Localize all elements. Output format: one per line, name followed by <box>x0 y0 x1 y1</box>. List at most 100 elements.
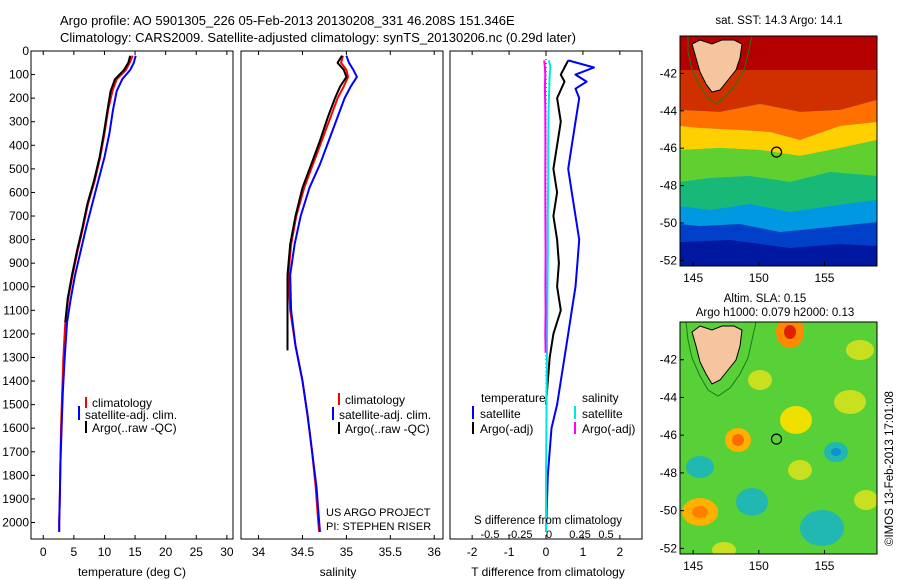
sla-eddy <box>854 490 877 510</box>
y-tick-label: 1000 <box>2 280 29 294</box>
series-line-2 <box>58 55 137 532</box>
tasmania-land <box>691 39 743 93</box>
figure-title-line2: Climatology: CARS2009. Satellite-adjuste… <box>60 30 576 45</box>
y-tick-label: 100 <box>9 68 29 82</box>
temperature-panel: 0100200300400500600700800900100011001200… <box>2 44 234 579</box>
figure-title-line1: Argo profile: AO 5901305_226 05-Feb-2013… <box>60 13 515 28</box>
y-tick-label: 1200 <box>2 327 29 341</box>
y-tick-label: 2000 <box>2 515 29 529</box>
sla-eddy <box>784 325 796 339</box>
x-tick-label: 10 <box>98 545 112 559</box>
series-line-3 <box>545 60 552 532</box>
x-tick-label: 1 <box>580 545 587 559</box>
map-y-tick-label: -48 <box>660 179 678 193</box>
s-difference-axis-label: S difference from climatology <box>474 515 622 527</box>
legend-label-argo: Argo(..raw -QC) <box>345 422 430 436</box>
legend-title-temperature: temperature <box>481 391 546 405</box>
y-tick-label: 1300 <box>2 350 29 364</box>
sla-eddy <box>732 434 744 446</box>
legend-label-satellite: satellite-adj. clim. <box>85 408 177 422</box>
y-tick-label: 1400 <box>2 374 29 388</box>
x-tick-label: 35.5 <box>379 545 403 559</box>
sst-map-title: sat. SST: 14.3 Argo: 14.1 <box>715 15 842 27</box>
temperature-axis: 0 5 10 15 20 25 30 <box>40 51 234 559</box>
shelf-contour <box>687 36 753 105</box>
y-tick-label: 200 <box>9 91 29 105</box>
sla-eddy <box>846 340 874 360</box>
map-y-tick-label: -46 <box>660 428 678 442</box>
series-line-2 <box>289 55 358 532</box>
map-y-tick-label: -52 <box>660 541 678 555</box>
sst-band <box>680 122 877 156</box>
y-tick-label: 400 <box>9 138 29 152</box>
credit-pi: PI: STEPHEN RISER <box>326 521 431 533</box>
map-y-tick-label: -52 <box>660 253 678 267</box>
y-tick-label: 700 <box>9 209 29 223</box>
credit-project: US ARGO PROJECT <box>326 507 431 519</box>
x-tick-label: 25 <box>190 545 204 559</box>
map-x-tick-label: 155 <box>814 559 834 573</box>
sst-band <box>680 200 877 232</box>
sla-eddy <box>692 506 708 518</box>
temperature-axis-label: temperature (deg C) <box>78 565 186 579</box>
map-x-tick-label: 150 <box>749 271 769 285</box>
legend-label-argo: Argo(..raw -QC) <box>92 421 177 435</box>
argo-float-marker <box>770 433 783 445</box>
salinity-axis-label: salinity <box>320 565 357 579</box>
temperature-plot-frame <box>30 50 234 540</box>
x-tick-label: 20 <box>159 545 173 559</box>
depth-axis: 0 100 200 300 400 500 600 700 800 900 1000 1100 1200… <box>2 44 35 529</box>
legend-label-t-argo: Argo(-adj) <box>480 422 533 436</box>
sla-field <box>680 322 877 554</box>
salinity-plot-frame <box>240 50 444 540</box>
sla-eddy <box>780 406 812 434</box>
map-y-tick-label: -42 <box>660 66 678 80</box>
sst-map-axes: 145 150 155 -42 -44 -46 -48 -50 -52 <box>660 66 835 285</box>
sla-eddy <box>788 460 812 480</box>
sla-map-panel: Altim. SLA: 0.15 Argo h1000: 0.079 h2000… <box>660 293 878 573</box>
s-tick: -0.25 <box>507 529 532 541</box>
legend-label-t-satellite: satellite <box>480 407 521 421</box>
tasmania-land <box>691 325 743 385</box>
salinity-axis: 34 34.5 35 35.5 36 <box>252 51 441 559</box>
sla-map-axes: 145 150 155 -42 -44 -46 -48 -50 -52 <box>660 353 835 573</box>
legend-label-satellite: satellite-adj. clim. <box>339 408 431 422</box>
map-x-tick-label: 155 <box>814 271 834 285</box>
difference-legend: temperature salinity satellite Argo(-adj… <box>472 391 635 436</box>
sst-band <box>680 70 877 112</box>
x-tick-label: -2 <box>467 545 478 559</box>
shelf-contour <box>685 322 757 397</box>
sla-map-frame <box>679 321 878 555</box>
y-tick-label: 1900 <box>2 492 29 506</box>
temperature-legend: climatology satellite-adj. clim. Argo(..… <box>78 396 177 435</box>
sst-band <box>680 172 877 212</box>
difference-panel: -2 -1 0 1 2 S difference from climatology -0… <box>449 50 643 579</box>
series-line-2 <box>545 59 570 405</box>
argo-float-marker <box>770 146 783 158</box>
y-tick-label: 500 <box>9 162 29 176</box>
series-line-3 <box>64 55 132 323</box>
legend-label-s-argo: Argo(-adj) <box>582 422 635 436</box>
difference-profiles <box>543 59 595 532</box>
map-y-tick-label: -46 <box>660 141 678 155</box>
map-y-tick-label: -44 <box>660 104 678 118</box>
salinity-profiles <box>286 55 358 532</box>
legend-label-climatology: climatology <box>92 396 152 410</box>
sst-band <box>680 100 877 140</box>
sla-eddy <box>748 370 772 390</box>
x-tick-label: 34 <box>252 545 266 559</box>
x-tick-label: 5 <box>71 545 78 559</box>
y-tick-label: 300 <box>9 115 29 129</box>
y-tick-label: 1500 <box>2 398 29 412</box>
timestamp-stamp: ©IMOS 13-Feb-2013 17:01:08 <box>884 391 896 546</box>
sla-eddy <box>712 542 736 554</box>
x-tick-label: 35 <box>340 545 354 559</box>
map-y-tick-label: -44 <box>660 390 678 404</box>
sla-eddy <box>834 390 866 414</box>
salinity-panel: 34 34.5 35 35.5 36 salinity climatology sate… <box>240 50 444 579</box>
s-tick: 0.5 <box>598 529 613 541</box>
sla-eddy <box>800 510 844 546</box>
t-difference-axis-label: T difference from climatology <box>471 565 625 579</box>
y-tick-label: 0 <box>22 44 29 58</box>
